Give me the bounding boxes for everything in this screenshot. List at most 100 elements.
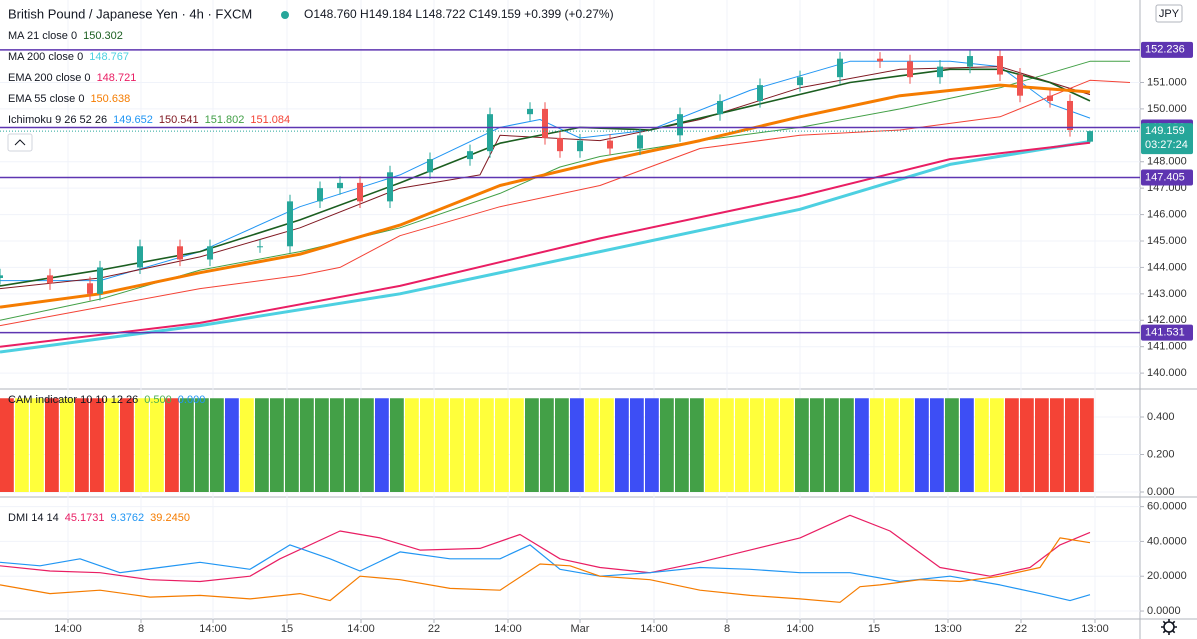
- candle-body: [877, 58, 883, 62]
- indicator-bar: [615, 398, 629, 492]
- indicator-bar: [300, 398, 314, 492]
- ohlc-text: O148.760 H149.184 L148.722 C149.159 +0.3…: [304, 7, 614, 21]
- indicator-bar: [315, 398, 329, 492]
- indicator-bar: [195, 398, 209, 492]
- candle-body: [97, 267, 103, 294]
- indicator-bar: [225, 398, 239, 492]
- level-label: 147.405: [1145, 171, 1185, 183]
- x-tick-label: 14:00: [347, 623, 375, 635]
- legend-value: 149.652: [113, 114, 153, 126]
- legend-name: EMA 55 close 0: [8, 93, 84, 105]
- y-tick-label: 146.000: [1147, 208, 1187, 220]
- candle-body: [797, 77, 803, 86]
- indicator-bar: [885, 398, 899, 492]
- collapse-button[interactable]: [7, 133, 33, 152]
- x-tick-label: 14:00: [494, 623, 522, 635]
- candle-body: [47, 275, 53, 284]
- x-tick-label: 22: [1015, 623, 1027, 635]
- indicator-bar: [855, 398, 869, 492]
- candle-body: [577, 140, 583, 152]
- legend-name: MA 200 close 0: [8, 51, 83, 63]
- indicator-bar: [45, 398, 59, 492]
- candle-body: [1087, 131, 1093, 142]
- indicator-bar: [690, 398, 704, 492]
- x-tick-label: 8: [138, 623, 144, 635]
- x-tick-label: 14:00: [54, 623, 82, 635]
- moving-average: [0, 141, 1091, 348]
- level-label-box: [1141, 41, 1193, 58]
- indicator-bar: [660, 398, 674, 492]
- y-tick-label: 143.000: [1147, 288, 1187, 300]
- level-label: 152.236: [1145, 44, 1185, 56]
- indicator-bar: [405, 398, 419, 492]
- indicator-bar: [630, 398, 644, 492]
- indicator-bar: [360, 398, 374, 492]
- indicator-bar: [495, 398, 509, 492]
- candle-body: [257, 246, 263, 248]
- indicator-bar: [1050, 398, 1064, 492]
- candle-body: [542, 108, 548, 138]
- candle-body: [487, 114, 493, 152]
- candle-body: [0, 275, 3, 278]
- indicator-bar: [990, 398, 1004, 492]
- indicator-bar: [150, 398, 164, 492]
- indicator-bar: [870, 398, 884, 492]
- legend-name: EMA 200 close 0: [8, 72, 91, 84]
- indicator-bar: [795, 398, 809, 492]
- indicator-bar: [705, 398, 719, 492]
- indicator-bar: [330, 398, 344, 492]
- legend-value: 150.302: [83, 30, 123, 42]
- candle-body: [1067, 100, 1073, 131]
- indicator-bar: [1005, 398, 1019, 492]
- legend-value: 9.3762: [111, 512, 145, 524]
- collapse-icon: [14, 139, 26, 146]
- legend-value: 148.767: [89, 51, 129, 63]
- indicator-bar: [165, 398, 179, 492]
- candle-body: [677, 114, 683, 136]
- indicator-bar: [750, 398, 764, 492]
- countdown-label: 03:27:24: [1145, 139, 1188, 151]
- y-tick-label: 150.000: [1147, 103, 1187, 115]
- indicator-bar: [735, 398, 749, 492]
- indicator-bar: [270, 398, 284, 492]
- candle-body: [937, 66, 943, 78]
- indicator-bar: [450, 398, 464, 492]
- indicator-bar: [0, 398, 14, 492]
- indicator-bar: [510, 398, 524, 492]
- candle-body: [607, 140, 613, 149]
- legend-name: MA 21 close 0: [8, 30, 77, 42]
- candle-body: [387, 172, 393, 202]
- currency-label: JPY: [1159, 8, 1180, 20]
- legend-value: 45.1731: [65, 512, 105, 524]
- indicator-bar: [480, 398, 494, 492]
- candle-body: [337, 182, 343, 189]
- indicator-bar: [915, 398, 929, 492]
- indicator-bar: [675, 398, 689, 492]
- indicator-bar: [810, 398, 824, 492]
- y-tick-label: 60.0000: [1147, 501, 1187, 513]
- y-tick-label: 144.000: [1147, 261, 1187, 273]
- candle-body: [717, 100, 723, 115]
- indicator-bar: [75, 398, 89, 492]
- x-tick-label: Mar: [571, 623, 590, 635]
- indicator-bar: [465, 398, 479, 492]
- indicator-bar: [960, 398, 974, 492]
- indicator-bar: [645, 398, 659, 492]
- indicator-bar: [1065, 398, 1079, 492]
- y-tick-label: 151.000: [1147, 76, 1187, 88]
- indicator-bar: [135, 398, 149, 492]
- dmi-line: [0, 537, 1091, 603]
- candle-body: [467, 151, 473, 160]
- settings-icon[interactable]: [1161, 619, 1177, 635]
- x-tick-label: 13:00: [934, 623, 962, 635]
- currency-box[interactable]: [1155, 4, 1183, 23]
- indicator-bar: [600, 398, 614, 492]
- last-price-box: [1141, 123, 1193, 155]
- indicator-bar: [390, 398, 404, 492]
- indicator-bar: [1020, 398, 1034, 492]
- indicator-bar: [555, 398, 569, 492]
- indicator-bar: [60, 398, 74, 492]
- indicator-bar: [420, 398, 434, 492]
